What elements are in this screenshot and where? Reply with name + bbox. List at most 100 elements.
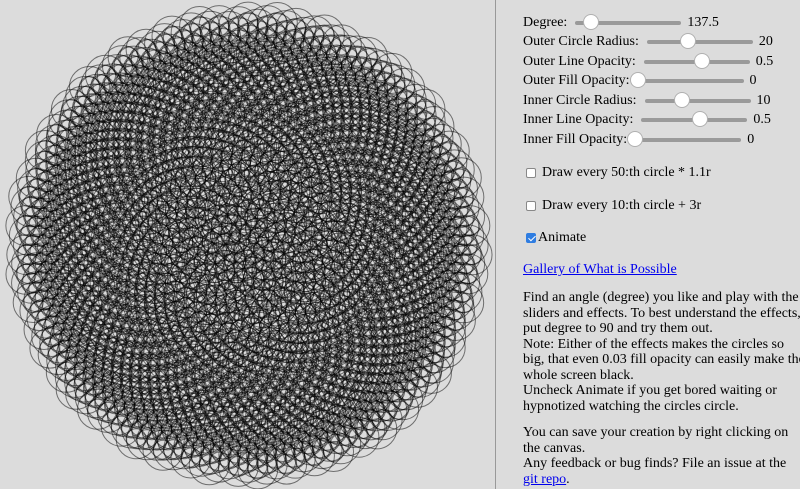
checkbox-row: Animate [526,230,586,246]
inner-circle [189,15,211,37]
inner-circle [208,364,230,386]
slider-label: Inner Line Opacity: [523,112,634,128]
checkbox-row: Draw every 10:th circle + 3r [526,198,701,214]
outer-circle [195,312,237,354]
slider-value: 137.5 [687,14,719,30]
checkbox-label: Draw every 50:th circle * 1.1r [542,165,711,180]
slider-thumb[interactable] [629,72,646,89]
outer-circle [211,102,253,144]
slider-thumb[interactable] [627,130,644,147]
inner-circle [322,327,344,349]
inner-circle [352,244,374,266]
slider-value: 10 [756,92,771,108]
slider-row: Outer Fill Opacity: 0 [523,72,773,92]
inner-circle [211,330,233,352]
save-note: You can save your creation by right clic… [523,425,789,456]
inner-circle [459,215,481,237]
inner-circle [22,292,44,314]
inner-circle [118,303,140,325]
slider[interactable] [641,111,748,128]
slider-row: Outer Line Opacity: 0.5 [523,52,773,72]
inner-circle [125,428,147,450]
inner-circle [461,244,483,266]
slider-thumb[interactable] [691,111,708,128]
inner-circle [18,185,40,207]
feedback-text: Any feedback or bug finds? File an issue… [523,456,787,471]
feedback: Any feedback or bug finds? File an issue… [523,456,798,487]
slider-value: 20 [758,34,773,50]
outer-circle [327,266,369,308]
inner-circle [65,378,87,400]
outer-circle [214,319,256,361]
slider-value: 0 [747,131,755,147]
inner-circle [340,180,362,202]
slider-value: 0.5 [753,112,771,128]
slider-row: Inner Line Opacity: 0.5 [523,111,773,131]
inner-circle [366,257,388,279]
outer-circle [284,209,326,251]
inner-circle [453,292,475,314]
slider-label: Inner Circle Radius: [523,92,637,108]
inner-circle [313,24,335,46]
inner-circle [15,263,37,285]
outer-circle [249,124,291,166]
slider-row: Inner Fill Opacity: 0 [523,130,773,150]
checkbox[interactable] [526,233,536,243]
checkbox-label: Draw every 10:th circle + 3r [542,198,702,213]
slider[interactable] [646,33,753,50]
inner-circle [161,25,183,47]
outer-circle [202,303,244,345]
outer-circle [89,261,131,303]
slider[interactable] [643,52,750,69]
slider-list: Degree: 137.5 Outer Circle Radius: 20 Outer … [523,13,773,150]
slider-thumb[interactable] [673,91,690,108]
outer-circle [233,293,275,335]
slider[interactable] [629,72,744,89]
inner-circle [237,11,259,33]
slider-label: Degree: [523,14,568,30]
slider-row: Inner Circle Radius: 10 [523,91,773,111]
slider-row: Outer Circle Radius: 20 [523,33,773,53]
inner-circle [253,161,275,183]
slider-label: Outer Fill Opacity: [523,73,630,89]
repo-link[interactable]: git repo [523,471,567,487]
gallery-link[interactable]: Gallery of What is Possible [523,262,677,277]
inner-circle [117,46,139,68]
slider-thumb[interactable] [694,52,711,69]
slider[interactable] [627,130,742,147]
inner-circle [34,140,56,162]
circle-pattern [5,1,493,489]
slider-thumb[interactable] [680,33,697,50]
slider[interactable] [575,13,682,30]
outer-circle [269,133,311,175]
checkbox[interactable] [526,168,536,178]
inner-circle [346,158,368,180]
slider[interactable] [644,91,751,108]
canvas[interactable] [0,0,495,489]
outer-circle [323,312,365,354]
inner-circle [15,215,37,237]
inner-circle [342,146,364,168]
inner-circle [381,62,403,84]
slider-row: Degree: 137.5 [523,13,773,33]
period: . [566,471,570,487]
inner-circle [331,255,353,277]
inner-circle [248,152,270,174]
inner-circle [247,458,269,480]
inner-circle [450,167,472,189]
inner-circle [366,418,388,440]
help-line: Find an angle (degree) you like and play… [523,290,800,336]
outer-circle [139,329,181,371]
inner-circle [158,140,180,162]
slider-value: 0.5 [755,53,774,69]
checkbox[interactable] [526,201,536,211]
inner-circle [276,453,298,475]
control-panel: Degree: 137.5 Outer Circle Radius: 20 Outer … [495,0,800,489]
slider-thumb[interactable] [583,13,600,30]
inner-circle [39,337,61,359]
help-text: Find an angle (degree) you like and play… [523,290,800,414]
slider-value: 0 [749,73,757,89]
inner-circle [198,454,220,476]
inner-circle [139,203,161,225]
checkbox-row: Draw every 50:th circle * 1.1r [526,165,711,181]
